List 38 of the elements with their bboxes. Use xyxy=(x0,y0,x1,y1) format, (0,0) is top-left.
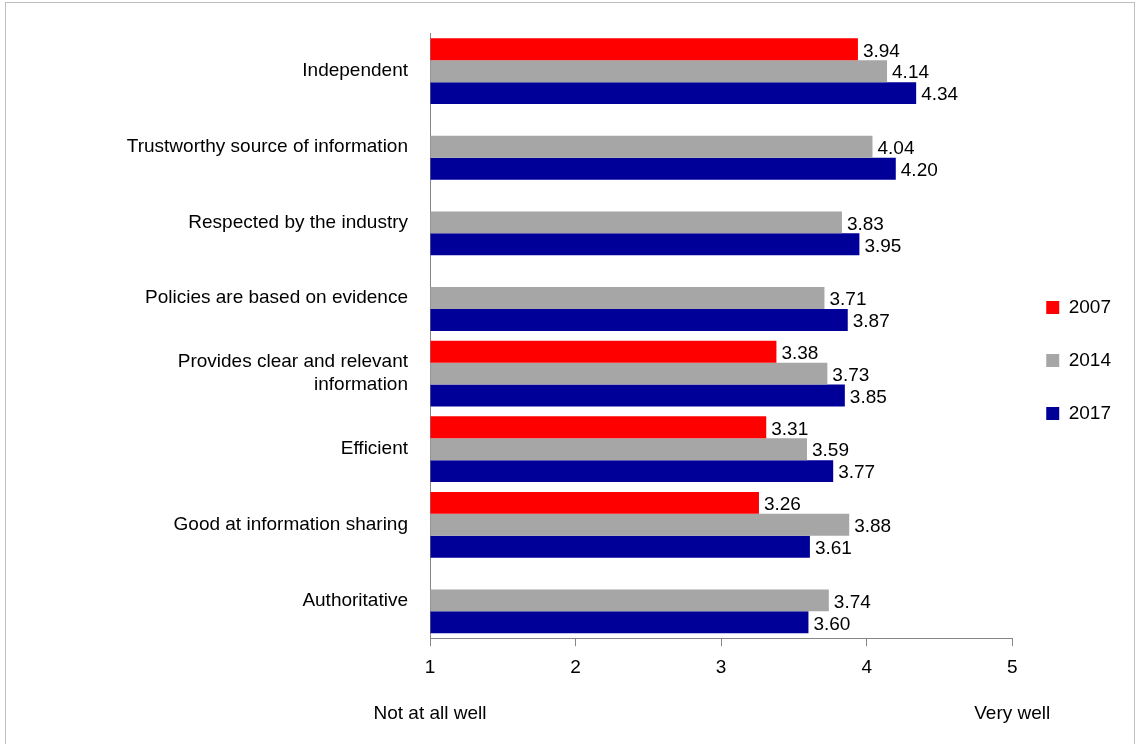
y-tick-label: Authoritative xyxy=(302,588,408,610)
data-label: 3.61 xyxy=(814,536,852,558)
y-tick-label: Respected by the industry xyxy=(188,210,409,232)
data-label: 4.14 xyxy=(892,61,930,83)
data-label: 3.60 xyxy=(813,612,851,634)
data-label: 3.88 xyxy=(854,515,892,537)
x-tick-label: 4 xyxy=(861,655,873,677)
y-tick-label: Trustworthy source of information xyxy=(126,135,408,157)
data-label: 3.83 xyxy=(846,212,884,234)
y-tick-label: Provides clear and relevant information xyxy=(177,350,409,395)
data-label: 4.20 xyxy=(900,158,938,180)
x-tick-label: 5 xyxy=(1006,655,1018,677)
data-label: 3.71 xyxy=(829,288,867,310)
y-tick-label: Efficient xyxy=(340,437,409,459)
data-label: 3.95 xyxy=(864,234,902,256)
data-label: 3.77 xyxy=(838,461,876,483)
y-tick-label: Policies are based on evidence xyxy=(144,286,408,308)
data-label: 3.31 xyxy=(771,417,809,439)
x-tick-label: 1 xyxy=(424,655,436,677)
x-tick-label: 2 xyxy=(570,655,581,677)
data-label: 3.59 xyxy=(812,439,849,461)
text: Not at all well xyxy=(373,702,487,724)
data-label: 3.94 xyxy=(862,39,901,61)
data-label: 3.74 xyxy=(833,590,872,612)
text: Very well xyxy=(974,702,1051,724)
legend-label: 2007 xyxy=(1068,295,1112,317)
x-tick-label: 3 xyxy=(715,655,727,677)
data-label: 4.04 xyxy=(877,137,915,159)
data-label: 3.26 xyxy=(763,493,801,515)
legend-label: 2014 xyxy=(1068,348,1112,370)
data-label: 3.87 xyxy=(852,310,890,332)
y-tick-label: Independent xyxy=(302,59,409,81)
data-label: 3.38 xyxy=(781,341,819,363)
legend-label: 2017 xyxy=(1068,401,1112,423)
data-label: 3.85 xyxy=(849,385,887,407)
y-tick-label: Good at information sharing xyxy=(173,513,408,535)
data-label: 4.34 xyxy=(921,83,959,105)
data-label: 3.73 xyxy=(832,363,870,385)
